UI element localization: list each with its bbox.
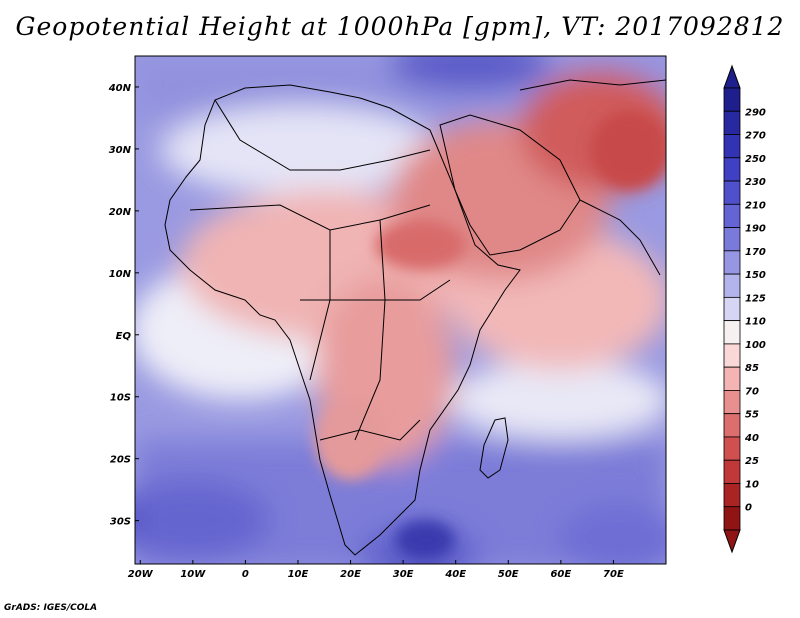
colorbar-label: 40 xyxy=(744,433,759,444)
map-frame xyxy=(134,55,667,565)
blob-pakistan-max xyxy=(590,110,666,190)
lon-label: 50E xyxy=(498,569,519,580)
colorbar-label: 55 xyxy=(745,410,759,421)
lat-label: 10S xyxy=(110,393,131,404)
madagascar-coastline xyxy=(479,417,509,479)
colorbar-swatch xyxy=(723,250,741,275)
colorbar-swatch xyxy=(723,203,741,228)
colorbar-swatch xyxy=(723,87,741,112)
colorbar-label: 10 xyxy=(745,479,759,490)
grads-credit: GrADS: IGES/COLA xyxy=(4,603,98,613)
colorbar: 2902702502302101901701501251101008570554… xyxy=(723,64,766,554)
colorbar-swatch xyxy=(723,296,741,322)
colorbar-label: 250 xyxy=(745,154,766,165)
colorbar-label: 270 xyxy=(745,131,766,142)
blob-sahara-north xyxy=(160,105,440,195)
border-south xyxy=(319,419,421,441)
colorbar-label: 230 xyxy=(745,177,766,188)
lon-label: 20E xyxy=(340,569,361,580)
colorbar-label: 25 xyxy=(745,456,759,467)
colorbar-swatch xyxy=(723,180,741,205)
border-north xyxy=(214,99,431,171)
lat-label: EQ xyxy=(116,331,132,342)
colorbar-swatch xyxy=(723,483,741,508)
asia-coastline xyxy=(519,79,666,276)
colorbar-label: 0 xyxy=(745,503,752,514)
colorbar-swatch xyxy=(723,227,741,252)
lon-label: 30E xyxy=(393,569,414,580)
blob-angola-warm xyxy=(315,400,385,480)
colorbar-swatch xyxy=(723,273,741,298)
latitude-axis: 40N 30N 20N 10N EQ 10S 20S 30S xyxy=(108,83,139,528)
colorbar-label: 170 xyxy=(745,247,766,258)
height-field xyxy=(135,56,666,564)
colorbar-label: 110 xyxy=(745,317,766,328)
colorbar-swatch xyxy=(723,134,741,159)
lon-label: 10W xyxy=(180,569,206,580)
colorbar-label: 125 xyxy=(745,293,766,304)
coastlines xyxy=(164,79,666,556)
colorbar-swatch xyxy=(723,413,741,438)
lon-label: 20W xyxy=(128,569,154,580)
lat-label: 30N xyxy=(109,145,132,156)
lon-label: 70E xyxy=(603,569,624,580)
blob-med-low xyxy=(390,56,550,90)
border-central xyxy=(300,279,451,301)
colorbar-label: 190 xyxy=(745,224,766,235)
lat-label: 20S xyxy=(110,455,131,466)
colorbar-swatch xyxy=(723,459,741,484)
colorbar-label: 210 xyxy=(745,200,766,211)
colorbar-swatch xyxy=(723,506,741,531)
lon-label: 10E xyxy=(288,569,309,580)
blob-sudan-hot xyxy=(375,220,465,270)
colorbar-swatch xyxy=(723,343,741,368)
lat-label: 40N xyxy=(108,83,132,94)
arabia-coastline xyxy=(439,114,581,256)
colorbar-swatch xyxy=(723,320,741,345)
lon-label: 40E xyxy=(444,569,466,580)
border-east xyxy=(309,219,386,441)
lat-label: 30S xyxy=(110,517,131,528)
lat-label: 20N xyxy=(109,207,132,218)
colorbar-label: 85 xyxy=(745,363,759,374)
colorbar-label: 100 xyxy=(745,340,766,351)
lon-label: 0 xyxy=(242,569,249,580)
colorbar-swatch xyxy=(723,436,741,461)
blob-moz-channel-low xyxy=(395,520,455,560)
colorbar-arrow-bottom xyxy=(723,529,741,554)
lat-label: 10N xyxy=(109,269,132,280)
colorbar-swatch xyxy=(723,157,741,182)
lon-label: 60E xyxy=(550,569,571,580)
colorbar-swatch xyxy=(723,366,741,391)
africa-coastline xyxy=(164,84,521,556)
colorbar-label: 290 xyxy=(745,107,766,118)
colorbar-swatch xyxy=(723,110,741,135)
colorbar-swatch xyxy=(723,390,741,415)
colorbar-arrow-top xyxy=(723,64,741,89)
colorbar-label: 150 xyxy=(745,270,766,281)
blob-indian-neutral xyxy=(450,360,666,440)
longitude-axis: 20W 10W 0 10E 20E 30E 40E 50E 60E 70E xyxy=(128,560,624,580)
colorbar-label: 70 xyxy=(745,386,759,397)
map-title: Geopotential Height at 1000hPa [gpm], VT… xyxy=(15,12,785,41)
